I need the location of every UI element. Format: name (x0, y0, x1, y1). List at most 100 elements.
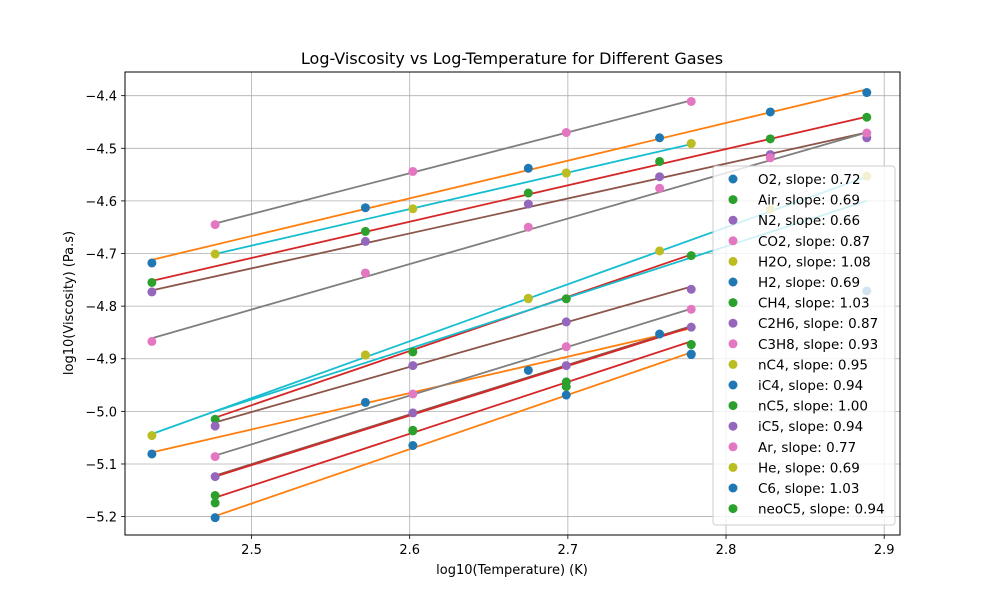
data-point (147, 336, 157, 346)
legend-entry: iC5, slope: 0.94 (758, 419, 863, 435)
legend-entry: neoC5, slope: 0.94 (758, 502, 885, 518)
data-point (210, 421, 220, 431)
fit-line (151, 131, 867, 292)
fit-line (214, 143, 692, 255)
fit-line (151, 115, 867, 282)
y-tick-label: −4.9 (85, 353, 117, 368)
data-point (561, 390, 571, 400)
data-point (655, 246, 665, 256)
fit-line (214, 326, 692, 478)
data-point (655, 133, 665, 143)
fit-line (151, 88, 867, 261)
legend-entry: iC4, slope: 0.94 (758, 378, 863, 394)
legend-entry: CH4, slope: 1.03 (758, 296, 870, 312)
x-axis-label: log10(Temperature) (K) (436, 563, 588, 578)
fit-line (214, 285, 692, 424)
data-point (210, 452, 220, 462)
data-point (655, 156, 665, 166)
data-point (210, 472, 220, 482)
y-tick-label: −4.4 (85, 90, 117, 105)
data-point (210, 498, 220, 508)
legend-marker (728, 421, 738, 431)
data-point (147, 277, 157, 287)
y-axis-label: log10(Viscosity) (Pa.s) (62, 231, 77, 375)
data-point (210, 414, 220, 424)
data-point (686, 284, 696, 294)
data-point (360, 236, 370, 246)
data-point (561, 168, 571, 178)
data-point (523, 163, 533, 173)
legend-marker (728, 339, 738, 349)
data-point (408, 425, 418, 435)
legend-entry: Ar, slope: 0.77 (758, 440, 856, 456)
legend-entry: C2H6, slope: 0.87 (758, 316, 878, 332)
data-point (408, 347, 418, 357)
data-point (686, 322, 696, 332)
legend-entry: C6, slope: 1.03 (758, 481, 859, 497)
data-point (408, 166, 418, 176)
legend-marker (728, 174, 738, 184)
legend-entry: O2, slope: 0.72 (758, 172, 861, 188)
legend-marker (728, 401, 738, 411)
data-point (686, 304, 696, 314)
data-point (210, 491, 220, 501)
data-point (686, 96, 696, 106)
x-tick-label: 2.8 (716, 543, 737, 558)
data-point (408, 361, 418, 371)
legend-marker (728, 318, 738, 328)
fit-line (214, 99, 692, 225)
y-tick-label: −4.5 (85, 142, 117, 157)
data-point (147, 449, 157, 459)
data-point (765, 107, 775, 117)
fit-line (214, 351, 692, 517)
y-tick-label: −5.1 (85, 458, 117, 473)
legend-marker (728, 380, 738, 390)
legend-marker (728, 298, 738, 308)
chart-title: Log-Viscosity vs Log-Temperature for Dif… (301, 49, 723, 68)
y-tick-label: −4.7 (85, 248, 117, 263)
data-point (147, 431, 157, 441)
legend-marker (728, 195, 738, 205)
legend-marker (728, 504, 738, 514)
legend-marker (728, 215, 738, 225)
legend-entry: Air, slope: 0.69 (758, 193, 860, 209)
legend-marker (728, 236, 738, 246)
data-point (408, 408, 418, 418)
legend-entry: nC4, slope: 0.95 (758, 357, 868, 373)
fit-line (214, 325, 692, 477)
data-point (655, 329, 665, 339)
data-point (523, 365, 533, 375)
data-point (561, 294, 571, 304)
legend-marker (728, 442, 738, 452)
y-tick-label: −4.6 (85, 195, 117, 210)
legend-entry: CO2, slope: 0.87 (758, 234, 870, 250)
data-point (862, 112, 872, 122)
data-point (523, 188, 533, 198)
data-point (862, 128, 872, 138)
legend: O2, slope: 0.72 Air, slope: 0.69 N2, slope… (712, 165, 896, 526)
x-tick-label: 2.5 (241, 543, 262, 558)
x-tick-label: 2.9 (874, 543, 895, 558)
x-tick-label: 2.7 (558, 543, 579, 558)
data-point (408, 204, 418, 214)
data-point (360, 203, 370, 213)
data-point (523, 293, 533, 303)
data-point (523, 199, 533, 209)
data-point (686, 251, 696, 261)
y-tick-label: −4.8 (85, 300, 117, 315)
data-point (360, 268, 370, 278)
data-point (561, 317, 571, 327)
data-point (765, 153, 775, 163)
data-point (561, 361, 571, 371)
data-point (561, 128, 571, 138)
data-point (360, 397, 370, 407)
data-point (655, 172, 665, 182)
data-points (147, 88, 872, 523)
y-axis-ticks: −5.2 −5.1 −5.0 −4.9 −4.8 −4.7 −4.6 −4.5 −4.4 (85, 90, 125, 526)
data-point (408, 441, 418, 451)
data-point (765, 134, 775, 144)
data-point (686, 139, 696, 149)
fit-line (214, 340, 692, 499)
data-point (210, 220, 220, 230)
data-point (686, 349, 696, 359)
